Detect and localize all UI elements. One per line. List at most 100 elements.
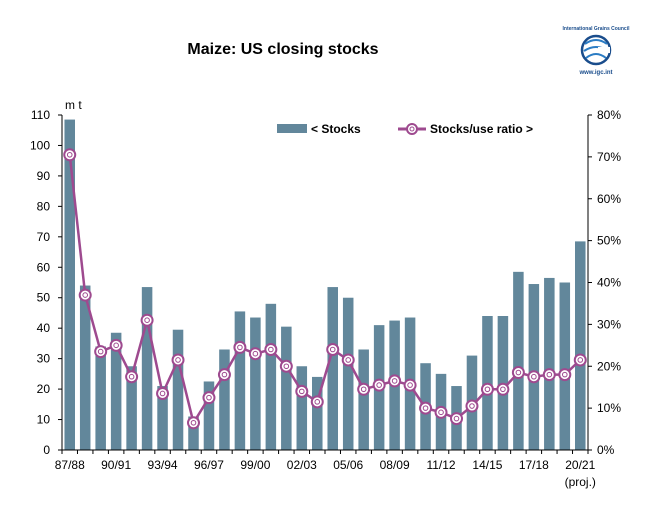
ratio-point xyxy=(125,370,139,384)
ratio-point xyxy=(233,340,247,354)
stocks-bar xyxy=(126,366,137,450)
stocks-bar xyxy=(95,346,106,450)
stocks-bar xyxy=(79,285,91,450)
stocks-bar xyxy=(172,329,184,450)
legend-stocks-label: < Stocks xyxy=(311,122,361,136)
left-tick-label: 110 xyxy=(31,108,50,122)
ratio-point xyxy=(217,368,231,382)
stocks-bar xyxy=(528,284,540,450)
igc-globe-logo-icon xyxy=(580,34,612,66)
ratio-point xyxy=(388,374,402,388)
ratio-point xyxy=(326,343,340,356)
ratio-point xyxy=(310,395,324,409)
right-tick-label: 20% xyxy=(597,359,621,373)
ratio-point xyxy=(140,313,154,327)
ratio-point xyxy=(187,416,200,430)
right-tick-label: 10% xyxy=(597,401,621,415)
ratio-point xyxy=(295,384,309,398)
left-tick-label: 20 xyxy=(37,382,51,396)
x-tick-label: 99/00 xyxy=(240,458,270,472)
ratio-point xyxy=(511,366,525,380)
right-tick-label: 60% xyxy=(597,192,621,206)
x-tick-label: 93/94 xyxy=(148,458,178,472)
stocks-bar xyxy=(559,282,571,450)
x-tick-label: 02/03 xyxy=(287,458,317,472)
left-tick-label: 70 xyxy=(37,230,51,244)
right-tick-label: 50% xyxy=(597,234,621,248)
ratio-point xyxy=(403,378,417,392)
stocks-bar xyxy=(513,271,524,450)
stocks-bar xyxy=(281,326,292,450)
ratio-line-group xyxy=(63,148,587,430)
x-tick-label: 90/91 xyxy=(101,458,131,472)
ratio-point xyxy=(419,401,433,415)
x-axis: 87/88 90/91 93/94 96/97 99/00 02/03 05/06 08/09… xyxy=(55,449,596,489)
x-tick-label: 17/18 xyxy=(519,458,549,472)
right-tick-label: 0% xyxy=(597,443,615,457)
stocks-bar xyxy=(141,287,153,450)
ratio-point xyxy=(465,399,479,413)
stocks-bar xyxy=(358,349,369,450)
legend-ratio-label: Stocks/use ratio > xyxy=(430,122,533,136)
left-tick-label: 90 xyxy=(37,169,51,183)
stocks-bar xyxy=(157,386,168,450)
ratio-point xyxy=(264,343,278,356)
right-tick-label: 70% xyxy=(597,150,621,164)
x-tick-label: 05/06 xyxy=(333,458,363,472)
stocks-bar xyxy=(575,241,586,450)
x-tick-label: 87/88 xyxy=(55,458,85,472)
left-tick-label: 50 xyxy=(37,291,51,305)
left-tick-label: 60 xyxy=(37,260,51,274)
ratio-point xyxy=(573,353,587,367)
ratio-line xyxy=(68,154,582,426)
right-tick-label: 80% xyxy=(597,108,621,122)
right-tick-label: 30% xyxy=(597,317,621,331)
ratio-point xyxy=(279,359,293,373)
ratio-point xyxy=(496,382,510,396)
x-tick-label: 96/97 xyxy=(194,458,224,472)
right-tick-label: 40% xyxy=(597,276,621,290)
ratio-point xyxy=(156,386,170,400)
stocks-bar xyxy=(342,297,354,450)
ratio-point xyxy=(480,382,494,396)
ratio-point xyxy=(450,412,463,426)
left-tick-label: 100 xyxy=(30,138,50,152)
ratio-point xyxy=(341,353,355,367)
stocks-bar xyxy=(234,311,246,450)
ratio-point xyxy=(527,370,541,384)
left-tick-label: 10 xyxy=(37,413,51,427)
x-tick-label: 08/09 xyxy=(380,458,410,472)
stocks-bars xyxy=(64,119,586,451)
right-axis: 0% 10% 20% 30% 40% 50% 60% 70% 80% xyxy=(587,108,621,457)
ratio-point xyxy=(202,391,216,405)
stocks-bar xyxy=(327,287,338,450)
left-tick-label: 80 xyxy=(37,199,51,213)
stocks-bar xyxy=(203,381,215,450)
left-tick-label: 30 xyxy=(37,352,51,366)
igc-logo: International Grains Council www.igc.int xyxy=(563,26,631,76)
ratio-point xyxy=(109,338,123,352)
chart-title: Maize: US closing stocks xyxy=(187,41,378,58)
ratio-point xyxy=(63,148,77,162)
ratio-point xyxy=(357,382,371,396)
ratio-point xyxy=(171,353,185,367)
ratio-point xyxy=(434,405,448,419)
stocks-bar xyxy=(265,303,277,450)
x-tick-label: 20/21 xyxy=(565,458,595,472)
legend-stocks-swatch xyxy=(277,124,307,133)
x-label-note: (proj.) xyxy=(565,475,596,489)
ratio-point xyxy=(542,368,556,382)
stocks-bar xyxy=(110,332,122,450)
logo-url: www.igc.int xyxy=(578,70,612,76)
stocks-bar xyxy=(250,317,261,450)
logo-name: International Grains Council xyxy=(563,26,631,32)
stocks-bar xyxy=(296,366,308,450)
left-tick-label: 0 xyxy=(43,443,50,457)
x-tick-label: 14/15 xyxy=(472,458,502,472)
ratio-point xyxy=(558,368,572,382)
legend: < Stocks Stocks/use ratio > xyxy=(277,122,533,136)
stocks-bar xyxy=(219,349,230,450)
stocks-bar xyxy=(64,119,75,451)
stocks-bar xyxy=(544,277,555,450)
